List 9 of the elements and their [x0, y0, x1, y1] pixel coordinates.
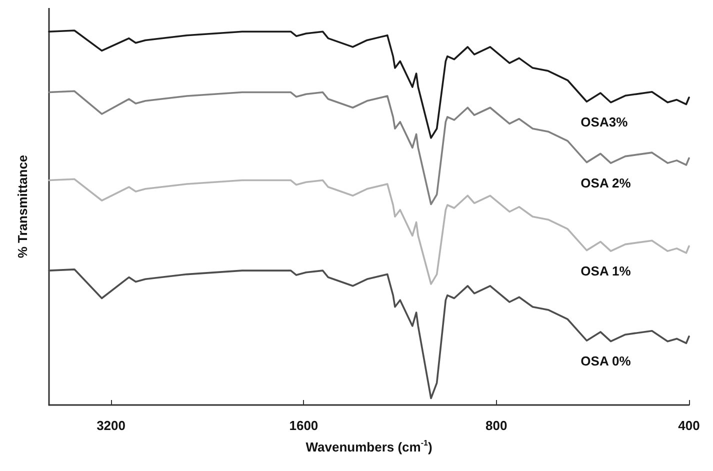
- series-label: OSA 0%: [580, 354, 632, 369]
- series-label: OSA 1%: [580, 263, 632, 278]
- y-axis-title: % Transmittance: [15, 154, 30, 258]
- x-tick-label: 800: [485, 418, 508, 433]
- series-label: OSA3%: [580, 114, 628, 130]
- x-tick-label: 3200: [96, 418, 126, 433]
- series-label: OSA 2%: [580, 175, 632, 190]
- x-tick-label: 400: [678, 418, 700, 433]
- x-tick-label: 1600: [289, 418, 318, 433]
